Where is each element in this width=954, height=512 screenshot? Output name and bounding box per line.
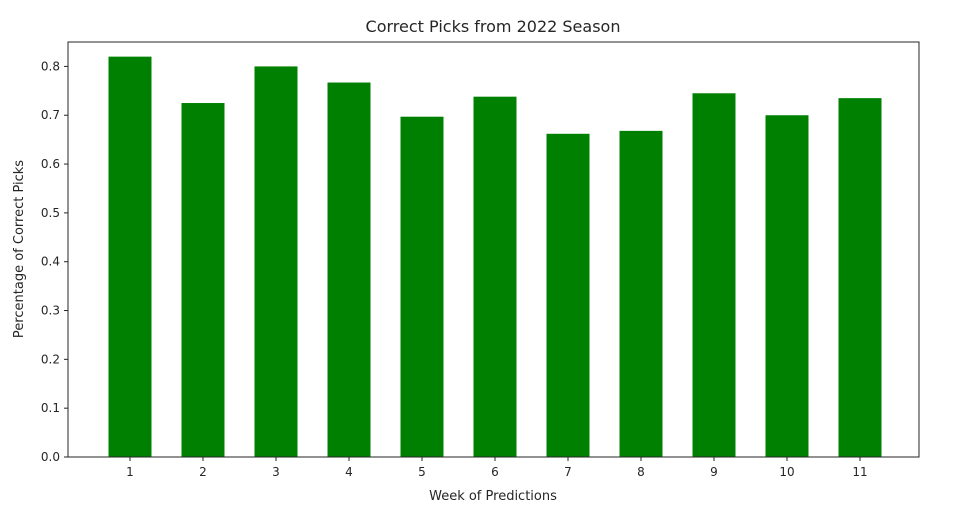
y-tick-label: 0.7 (41, 108, 60, 122)
y-tick-label: 0.5 (41, 206, 60, 220)
bar-week-11 (838, 98, 882, 457)
bar-week-8 (619, 130, 663, 457)
bar-week-4 (327, 82, 371, 457)
bar-week-2 (181, 103, 225, 457)
bar-week-1 (108, 56, 152, 457)
y-tick-label: 0.0 (41, 450, 60, 464)
y-tick-label: 0.1 (41, 401, 60, 415)
chart-title: Correct Picks from 2022 Season (366, 17, 621, 36)
bar-week-9 (692, 93, 736, 457)
x-axis-ticks: 1 2 3 4 5 6 7 8 9 10 11 (126, 457, 868, 479)
y-tick-label: 0.3 (41, 304, 60, 318)
x-tick-label: 10 (779, 465, 794, 479)
y-axis-ticks: 0.0 0.1 0.2 0.3 0.4 0.5 0.6 0.7 0.8 (41, 59, 68, 464)
x-tick-label: 6 (491, 465, 499, 479)
x-tick-label: 8 (637, 465, 645, 479)
y-tick-label: 0.6 (41, 157, 60, 171)
bars-group (108, 56, 882, 458)
x-axis-label: Week of Predictions (429, 489, 557, 504)
bar-week-6 (473, 96, 517, 458)
x-tick-label: 7 (564, 465, 572, 479)
y-tick-label: 0.2 (41, 352, 60, 366)
x-tick-label: 3 (272, 465, 280, 479)
bar-week-5 (400, 116, 444, 457)
bar-week-10 (765, 115, 809, 457)
x-tick-label: 1 (126, 465, 134, 479)
y-tick-label: 0.4 (41, 255, 60, 269)
x-tick-label: 2 (199, 465, 207, 479)
x-tick-label: 5 (418, 465, 426, 479)
y-tick-label: 0.8 (41, 59, 60, 73)
plot-frame (67, 41, 920, 458)
x-tick-label: 9 (710, 465, 718, 479)
x-tick-label: 11 (852, 465, 867, 479)
y-axis-label: Percentage of Correct Picks (12, 160, 27, 338)
bar-week-3 (254, 66, 298, 457)
x-tick-label: 4 (345, 465, 353, 479)
bar-week-7 (546, 133, 590, 457)
